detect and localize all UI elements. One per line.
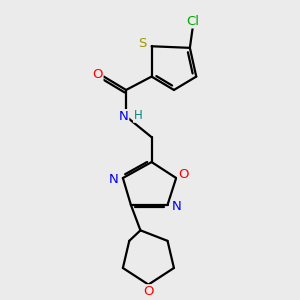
- Text: N: N: [118, 110, 128, 123]
- Text: H: H: [134, 109, 142, 122]
- Text: O: O: [178, 168, 188, 181]
- Text: N: N: [172, 200, 182, 213]
- Text: Cl: Cl: [187, 15, 200, 28]
- Text: O: O: [143, 285, 154, 298]
- Text: O: O: [92, 68, 103, 82]
- Text: N: N: [109, 173, 119, 186]
- Text: S: S: [139, 37, 147, 50]
